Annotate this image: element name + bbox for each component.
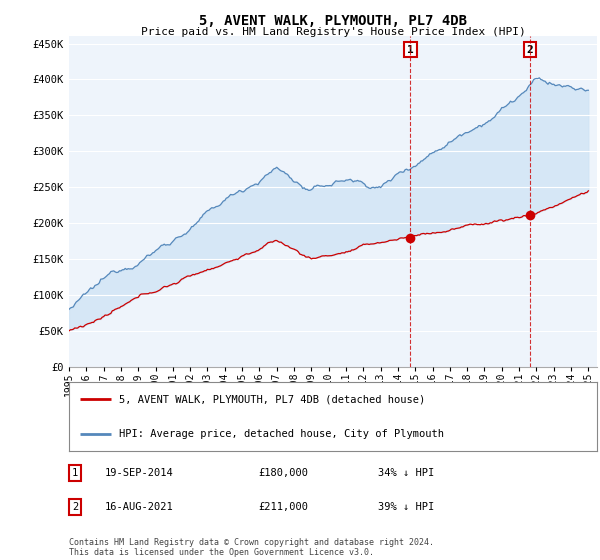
- Text: 2: 2: [526, 45, 533, 55]
- Text: 1: 1: [407, 45, 414, 55]
- Text: 19-SEP-2014: 19-SEP-2014: [105, 468, 174, 478]
- Text: 16-AUG-2021: 16-AUG-2021: [105, 502, 174, 512]
- Text: £180,000: £180,000: [258, 468, 308, 478]
- Text: 39% ↓ HPI: 39% ↓ HPI: [378, 502, 434, 512]
- Text: 1: 1: [72, 468, 78, 478]
- Text: 5, AVENT WALK, PLYMOUTH, PL7 4DB (detached house): 5, AVENT WALK, PLYMOUTH, PL7 4DB (detach…: [119, 394, 425, 404]
- Text: Price paid vs. HM Land Registry's House Price Index (HPI): Price paid vs. HM Land Registry's House …: [140, 27, 526, 37]
- Text: HPI: Average price, detached house, City of Plymouth: HPI: Average price, detached house, City…: [119, 428, 444, 438]
- Text: 2: 2: [72, 502, 78, 512]
- Text: 34% ↓ HPI: 34% ↓ HPI: [378, 468, 434, 478]
- Text: £211,000: £211,000: [258, 502, 308, 512]
- Text: Contains HM Land Registry data © Crown copyright and database right 2024.
This d: Contains HM Land Registry data © Crown c…: [69, 538, 434, 557]
- Text: 5, AVENT WALK, PLYMOUTH, PL7 4DB: 5, AVENT WALK, PLYMOUTH, PL7 4DB: [199, 14, 467, 28]
